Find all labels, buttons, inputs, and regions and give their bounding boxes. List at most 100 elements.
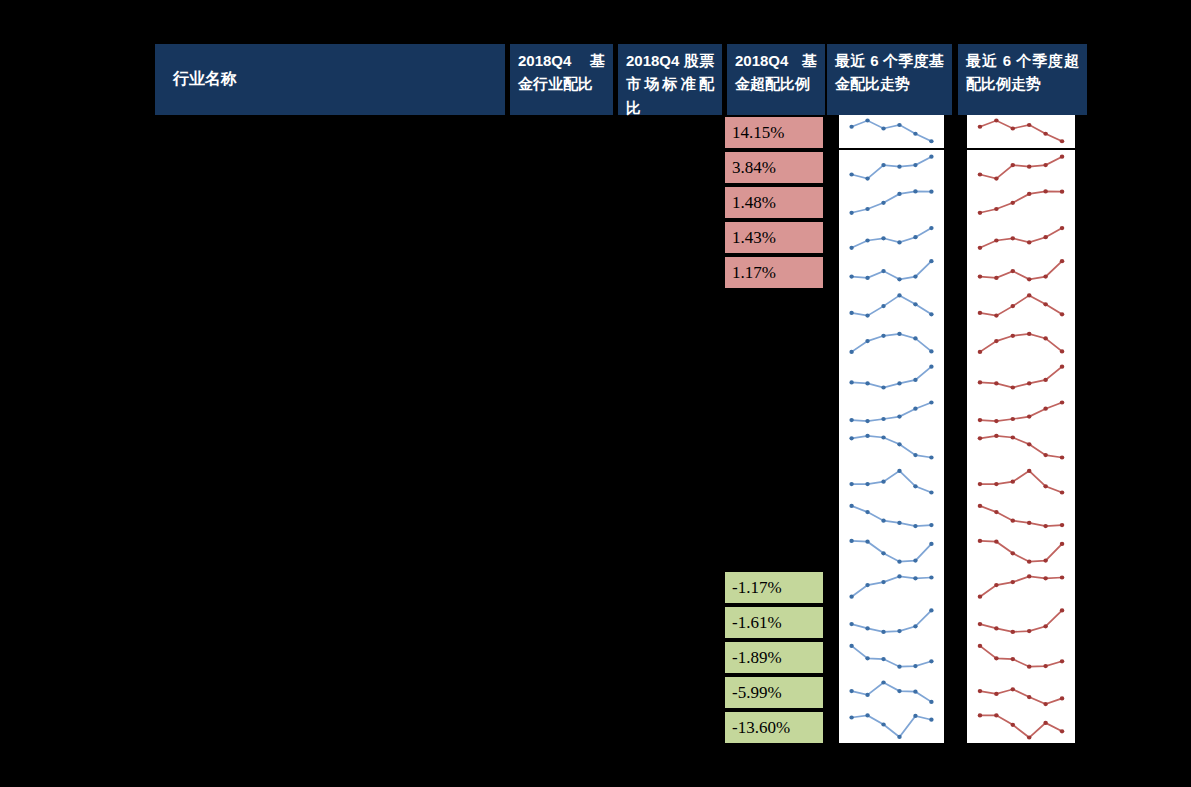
sparkline-chart (839, 430, 944, 465)
data-point-marker (994, 207, 999, 211)
data-point-marker (897, 123, 901, 127)
data-point-marker (913, 302, 917, 306)
data-point-marker (994, 276, 999, 280)
data-point-marker (1011, 580, 1016, 584)
overweight-ratio-cell (723, 360, 825, 395)
overweight-ratio-trend-cell (967, 710, 1075, 743)
data-point-marker (849, 246, 853, 250)
data-point-marker (897, 192, 901, 196)
data-point-marker (881, 127, 885, 131)
data-point-marker (1043, 336, 1048, 340)
fund-allocation-trend-cell (839, 430, 944, 465)
data-point-marker (1043, 702, 1048, 706)
data-point-marker (881, 163, 885, 167)
sparkline-chart (839, 115, 944, 148)
data-point-marker (913, 163, 917, 167)
column-header-market-standard-allocation: 2018Q4 股票市场标准配比 (618, 44, 722, 115)
column-header-allocation-trend: 最近 6 个季度基金配比走势 (827, 44, 952, 115)
data-point-marker (1027, 521, 1032, 525)
data-point-marker (1060, 190, 1065, 194)
data-point-marker (913, 524, 917, 528)
data-point-marker (929, 542, 933, 546)
data-point-marker (994, 540, 999, 544)
data-point-marker (849, 689, 853, 693)
data-point-marker (978, 689, 983, 693)
overweight-ratio-cell: 3.84% (723, 150, 825, 185)
overweight-ratio-trend-cell (967, 325, 1075, 360)
sparkline-chart (839, 500, 944, 535)
data-point-marker (913, 189, 917, 193)
data-point-marker (913, 275, 917, 279)
overweight-ratio-cell (723, 535, 825, 570)
column-header-fund-overweight-ratio: 2018Q4 基金超配比例 (727, 44, 825, 115)
data-point-marker (865, 693, 869, 697)
data-point-marker (913, 132, 917, 136)
data-point-marker (1043, 163, 1048, 167)
sparkline-chart (967, 535, 1075, 570)
data-point-marker (978, 246, 983, 250)
data-point-marker (978, 275, 983, 279)
fund-allocation-trend-cell (839, 640, 944, 675)
fund-allocation-trend-cell (839, 115, 944, 150)
overweight-ratio-trend-cell (967, 150, 1075, 185)
data-point-marker (897, 415, 901, 419)
data-point-marker (1011, 551, 1016, 555)
data-point-marker (897, 165, 901, 169)
data-point-marker (1011, 687, 1016, 691)
data-point-marker (1043, 132, 1048, 136)
data-point-marker (897, 277, 901, 281)
column-header-overweight-trend: 最近 6 个季度超配比例走势 (958, 44, 1087, 115)
overweight-ratio-cell (723, 325, 825, 360)
overweight-ratio-cell: -1.89% (723, 640, 825, 675)
data-point-marker (897, 381, 901, 385)
data-point-marker (897, 442, 901, 446)
data-point-marker (865, 656, 869, 660)
data-point-marker (929, 259, 933, 263)
fund-allocation-trend-cell (839, 220, 944, 255)
data-point-marker (978, 504, 983, 508)
data-point-marker (881, 630, 885, 634)
data-point-marker (913, 559, 917, 563)
data-point-marker (994, 626, 999, 630)
data-point-marker (1043, 453, 1048, 457)
overweight-ratio-cell: -1.17% (723, 570, 825, 605)
overweight-ratio-cell: 1.17% (723, 255, 825, 290)
data-point-marker (929, 349, 933, 353)
data-point-marker (1060, 349, 1065, 353)
data-point-marker (849, 275, 853, 279)
data-point-marker (881, 269, 885, 273)
data-point-marker (1060, 542, 1065, 546)
overweight-ratio-trend-cell (967, 255, 1075, 290)
data-point-marker (1027, 415, 1032, 419)
overweight-ratio-trend-cell (967, 115, 1075, 150)
data-point-marker (1043, 624, 1048, 628)
data-point-marker (994, 238, 999, 242)
data-point-marker (1027, 240, 1032, 244)
data-point-marker (865, 583, 869, 587)
fund-allocation-trend-cell (839, 605, 944, 640)
data-point-marker (849, 380, 853, 384)
fund-allocation-trend-cell (839, 710, 944, 743)
sparkline-chart (839, 290, 944, 325)
table-body: 14.15%3.84%1.48%1.43%1.17%-1.17%-1.61%-1… (155, 115, 1087, 745)
data-point-marker (865, 314, 869, 318)
data-point-marker (897, 332, 901, 336)
data-point-marker (1060, 729, 1065, 733)
data-point-marker (1027, 469, 1032, 473)
data-point-marker (978, 211, 983, 215)
data-point-marker (1027, 293, 1032, 297)
overweight-ratio-sparkline-column (967, 115, 1075, 743)
fund-allocation-trend-cell (839, 500, 944, 535)
data-point-marker (1043, 664, 1048, 668)
data-point-marker (978, 172, 983, 176)
data-point-marker (994, 419, 999, 423)
data-point-marker (881, 680, 885, 684)
sparkline-chart (839, 220, 944, 255)
fund-allocation-trend-cell (839, 395, 944, 430)
data-point-marker (913, 576, 917, 580)
sparkline-chart (839, 325, 944, 360)
data-point-marker (929, 139, 933, 143)
data-point-marker (994, 314, 999, 318)
table-header-row: 行业名称 2018Q4 基金行业配比 2018Q4 股票市场标准配比 2018Q… (155, 44, 1087, 115)
data-point-marker (978, 482, 983, 486)
